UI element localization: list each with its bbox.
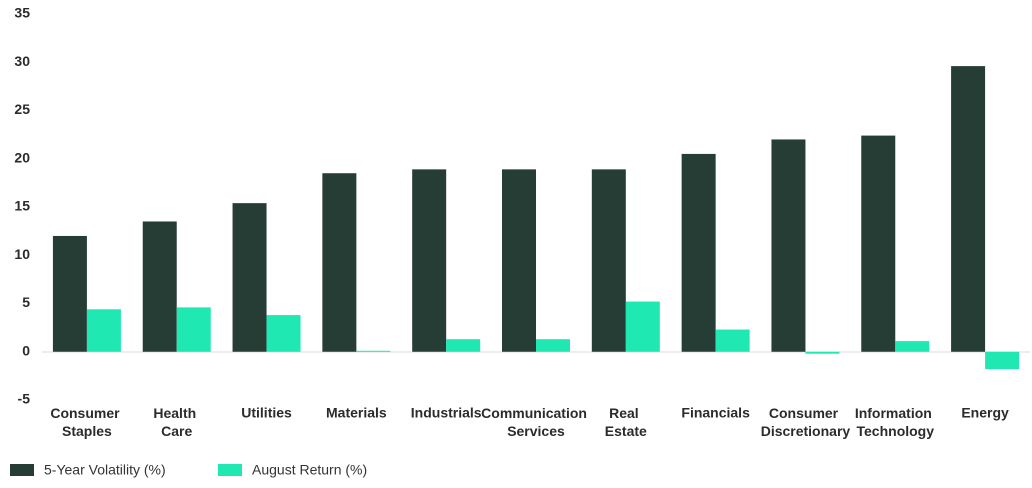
legend-swatch xyxy=(10,464,34,476)
bar xyxy=(322,173,357,352)
bar xyxy=(232,203,267,352)
bar xyxy=(951,66,986,352)
y-tick-label: 5 xyxy=(22,294,30,310)
x-tick-label: Information Technology xyxy=(855,405,936,439)
bar xyxy=(412,169,447,352)
bar xyxy=(681,153,716,352)
y-tick-label: 10 xyxy=(14,246,30,262)
bar xyxy=(985,351,1020,370)
bar xyxy=(861,135,896,352)
y-tick-label: -5 xyxy=(18,391,31,407)
y-tick-label: 35 xyxy=(14,5,30,21)
x-tick-label: Energy xyxy=(961,405,1009,421)
x-tick-label: Financials xyxy=(681,405,750,421)
bar xyxy=(52,235,87,352)
bar xyxy=(591,169,626,352)
y-tick-label: 0 xyxy=(22,342,30,358)
bar xyxy=(142,221,177,352)
x-tick-label: Communication Services xyxy=(481,405,591,439)
bar xyxy=(446,339,481,352)
bar xyxy=(536,339,570,352)
x-tick-label: Health Care xyxy=(153,405,200,439)
bar xyxy=(176,307,211,352)
y-tick-label: 15 xyxy=(14,198,30,214)
bar xyxy=(805,351,840,354)
legend-swatch xyxy=(218,464,242,476)
bar xyxy=(895,341,930,352)
x-tick-label: Utilities xyxy=(241,405,292,421)
x-tick-label: Real Estate xyxy=(605,405,647,439)
bar xyxy=(771,139,806,352)
bar xyxy=(266,315,301,352)
y-tick-label: 30 xyxy=(14,53,30,69)
bar xyxy=(715,329,750,352)
y-tick-label: 25 xyxy=(14,101,30,117)
x-tick-label: Consumer Discretionary xyxy=(761,405,851,439)
bar xyxy=(625,301,660,352)
y-tick-label: 20 xyxy=(14,149,30,165)
legend-label: 5-Year Volatility (%) xyxy=(44,462,166,478)
x-tick-label: Consumer Staples xyxy=(50,405,123,439)
bar xyxy=(356,350,391,352)
bar xyxy=(502,169,536,352)
bar xyxy=(86,309,121,352)
x-tick-label: Industrials xyxy=(411,405,482,421)
legend-label: August Return (%) xyxy=(252,462,367,478)
x-tick-label: Materials xyxy=(326,405,387,421)
